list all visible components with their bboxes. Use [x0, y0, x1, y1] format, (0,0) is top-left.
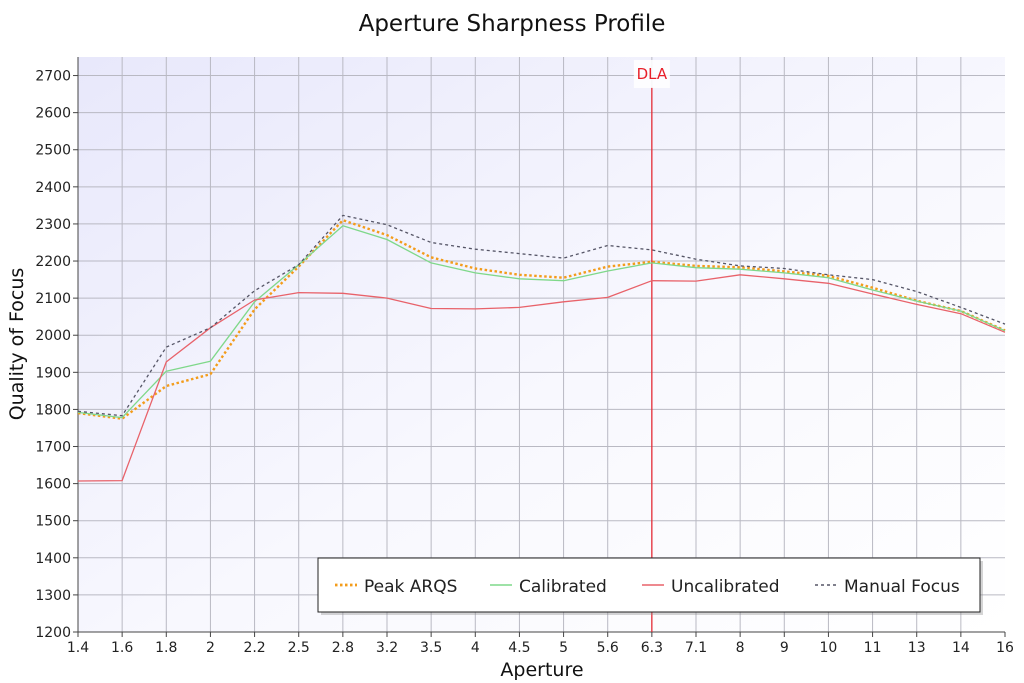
x-tick-label: 5	[559, 640, 568, 656]
axes: 1200 1300 1400 1500 1600 1700 1800 1900 2000 2100…	[35, 57, 1014, 656]
y-tick-label: 2300	[35, 217, 71, 233]
y-tick-label: 1800	[35, 402, 71, 418]
legend-label: Peak ARQS	[364, 577, 457, 597]
legend-label: Calibrated	[519, 577, 607, 597]
y-tick-label: 1500	[35, 514, 71, 530]
x-tick-label: 8	[736, 640, 745, 656]
y-tick-label: 2500	[35, 143, 71, 159]
x-tick-label: 6.3	[641, 640, 663, 656]
dla-label-box	[633, 60, 670, 88]
y-tick-label: 1600	[35, 477, 71, 493]
x-tick-label: 3.2	[376, 640, 398, 656]
y-tick-label: 1900	[35, 365, 71, 381]
y-tick-label: 2100	[35, 291, 71, 307]
y-tick-label: 1300	[35, 588, 71, 604]
x-tick-label: 1.8	[155, 640, 177, 656]
y-tick-label: 2600	[35, 106, 71, 122]
x-tick-label: 10	[820, 640, 838, 656]
x-tick-label: 14	[952, 640, 970, 656]
gridlines	[78, 57, 1005, 632]
x-tick-label: 3.5	[420, 640, 442, 656]
y-tick-label: 1400	[35, 551, 71, 567]
x-tick-label: 4.5	[508, 640, 530, 656]
x-tick-label: 9	[780, 640, 789, 656]
x-tick-label: 4	[471, 640, 480, 656]
series-line-calibrated	[77, 225, 1006, 419]
y-tick-label: 1700	[35, 440, 71, 456]
dla-label: DLA	[637, 65, 668, 83]
x-tick-label: 2	[206, 640, 215, 656]
legend-label: Uncalibrated	[671, 577, 780, 597]
x-tick-label: 2.8	[332, 640, 354, 656]
series-lines	[77, 214, 1006, 482]
y-axis-title: Quality of Focus	[6, 268, 28, 421]
dla-annotation: DLA	[633, 60, 670, 632]
y-tick-label: 2400	[35, 180, 71, 196]
x-tick-label: 16	[996, 640, 1014, 656]
x-tick-label: 2.5	[288, 640, 310, 656]
x-tick-label: 13	[908, 640, 926, 656]
legend-label: Manual Focus	[844, 577, 960, 597]
y-tick-label: 1200	[35, 625, 71, 641]
y-tick-label: 2000	[35, 328, 71, 344]
series-line-manual-focus	[77, 214, 1006, 417]
x-tick-label: 5.6	[597, 640, 619, 656]
x-tick-label: 7.1	[685, 640, 707, 656]
x-axis-title: Aperture	[500, 659, 583, 681]
x-tick-label: 1.6	[111, 640, 133, 656]
series-line-peak-arqs	[77, 219, 1006, 420]
legend: Peak ARQS Calibrated Uncalibrated Manual Fo…	[317, 557, 983, 615]
chart-title: Aperture Sharpness Profile	[359, 11, 666, 37]
plot-area	[78, 57, 1005, 632]
x-tick-label: 2.2	[243, 640, 265, 656]
x-tick-label: 1.4	[67, 640, 89, 656]
series-line-uncalibrated	[77, 274, 1006, 482]
y-tick-label: 2200	[35, 254, 71, 270]
x-tick-label: 11	[864, 640, 882, 656]
y-tick-label: 2700	[35, 69, 71, 85]
